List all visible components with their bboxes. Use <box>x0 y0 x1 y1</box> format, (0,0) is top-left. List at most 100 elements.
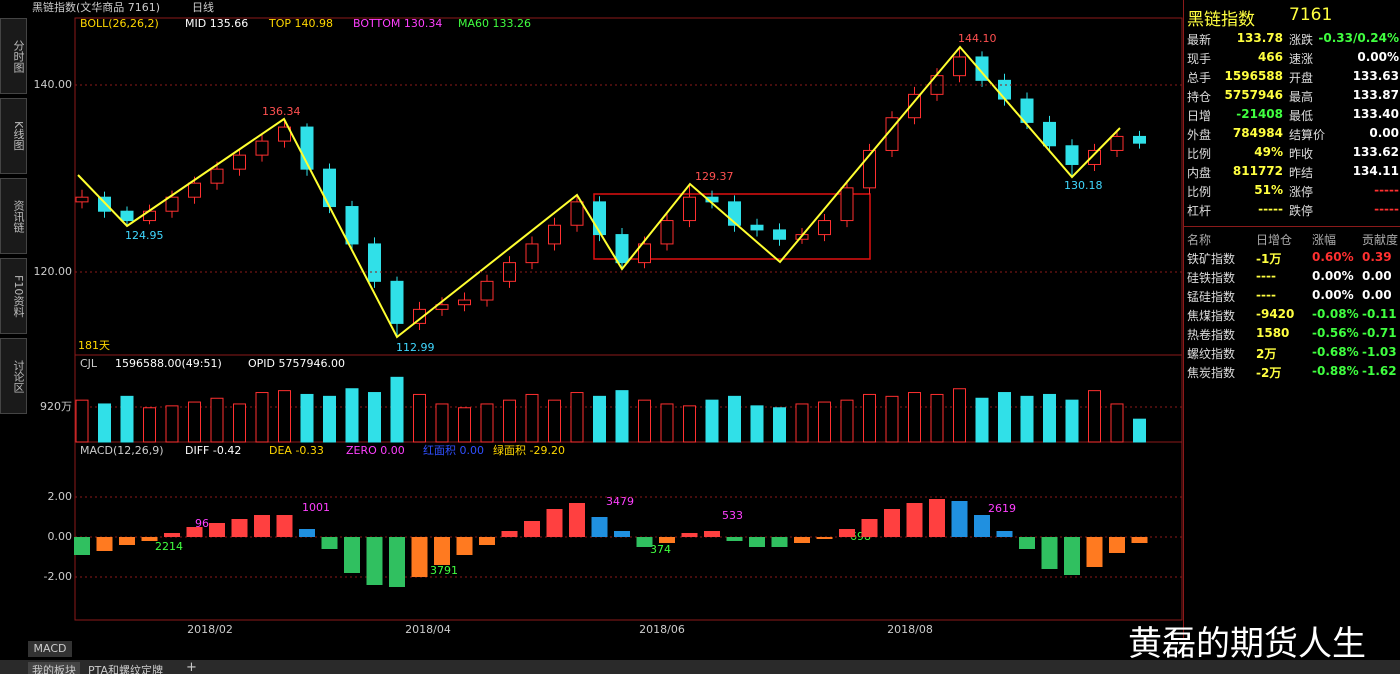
table-cell: 铁矿指数 <box>1187 252 1236 266</box>
candle-body <box>413 308 426 324</box>
annotation: 3791 <box>430 564 458 577</box>
candle-body <box>1088 149 1101 165</box>
volume-bar <box>953 388 966 443</box>
macd-bar <box>321 537 338 549</box>
quote-label: 最高 <box>1289 90 1314 104</box>
volume-bar <box>795 403 809 443</box>
watermark: 黄磊的期货人生 <box>1128 624 1366 664</box>
macd-bar <box>839 529 855 537</box>
tab[interactable]: PTA和螺纹定牌 <box>88 664 164 674</box>
legend-item: BOLL(26,26,2) <box>80 17 159 30</box>
macd-bar <box>614 531 630 537</box>
candle-body <box>120 210 134 222</box>
x-tick-label: 2018/02 <box>187 623 233 636</box>
quote-value: -0.33/0.24% <box>1318 31 1399 45</box>
macd-bar <box>569 503 585 537</box>
tab-bar <box>0 660 1400 674</box>
quote-value: 51% <box>1254 183 1283 197</box>
candle-body <box>458 299 471 306</box>
macd-bar <box>501 531 518 537</box>
table-cell: 0.60% <box>1312 250 1354 264</box>
table-cell: -0.71 <box>1362 326 1397 340</box>
macd-bar <box>659 537 675 543</box>
table-header: 贡献度 <box>1362 233 1399 247</box>
quote-label: 持仓 <box>1187 90 1212 104</box>
legend-item: DIFF -0.42 <box>185 444 241 457</box>
table-cell: 0.00% <box>1312 288 1354 302</box>
candle-body <box>255 140 269 156</box>
y-tick-label: 0.00 <box>48 530 73 543</box>
volume-bar <box>480 403 494 443</box>
macd-bar <box>479 537 495 545</box>
annotation: 96 <box>195 517 209 530</box>
macd-bar <box>456 537 473 555</box>
candle-body <box>165 196 179 212</box>
sidebar-tab: 分时图 <box>0 18 27 94</box>
quote-value: 134.11 <box>1352 164 1399 178</box>
quote-panel: 黑链指数 7161 最新 133.78 涨跌 -0.33/0.24% 现手 466 速涨 0.… <box>1183 0 1400 640</box>
y-tick-label: 2.00 <box>48 490 73 503</box>
table-cell: 0.00 <box>1362 288 1392 302</box>
volume-bar <box>210 397 224 443</box>
legend-item: DEA -0.33 <box>269 444 324 457</box>
macd-bar <box>704 531 720 537</box>
chart-area: 黑链指数(文华商品 7161) 日线 181天 124.95 136.34 11… <box>32 0 1183 636</box>
zigzag <box>77 45 1121 339</box>
volume-bar <box>863 393 876 443</box>
macd-bar <box>906 503 923 537</box>
volume-bar <box>435 403 449 443</box>
volume-bar <box>1133 418 1146 443</box>
table-cell: -1.03 <box>1362 345 1397 359</box>
candle-body <box>750 224 764 231</box>
y-tick-label: 120.00 <box>34 265 73 278</box>
volume-bar <box>143 407 156 443</box>
quote-value: 5757946 <box>1224 88 1283 102</box>
macd-bar <box>96 537 113 551</box>
table-cell: -0.08% <box>1312 307 1359 321</box>
annotation: 136.34 <box>262 105 301 118</box>
table-cell: 2万 <box>1256 347 1277 361</box>
annotation: 533 <box>722 509 743 522</box>
quote-label: 跌停 <box>1289 204 1314 218</box>
candle-body <box>1110 135 1124 151</box>
macd-bar <box>231 519 248 537</box>
y-tick-label: 140.00 <box>34 78 73 91</box>
macd-bar <box>636 537 653 547</box>
candle-body <box>683 196 696 222</box>
candle-body <box>1020 98 1034 123</box>
tab[interactable]: 我的板块 <box>28 662 80 674</box>
macd-bar <box>1086 537 1103 567</box>
volume-bar <box>1043 393 1056 443</box>
table-header: 日增仓 <box>1256 233 1293 247</box>
table-cell: -9420 <box>1256 307 1295 321</box>
volume-bar <box>188 401 201 443</box>
table-cell: -0.68% <box>1312 345 1359 359</box>
annotation: 1001 <box>302 501 330 514</box>
macd-bar <box>164 533 180 537</box>
candle-body <box>953 56 966 77</box>
candle-body <box>548 224 561 245</box>
volume-bar <box>975 397 989 443</box>
candle-body <box>345 206 359 245</box>
macd-bar <box>1064 537 1080 575</box>
macd-bar <box>591 517 608 537</box>
add-tab[interactable]: + <box>186 660 197 674</box>
quote-label: 涨跌 <box>1289 33 1314 47</box>
days-label: 181天 <box>78 339 110 352</box>
table-cell: 热卷指数 <box>1187 328 1236 342</box>
x-tick-label: 2018/06 <box>639 623 685 636</box>
annotation: 129.37 <box>695 170 734 183</box>
quote-value: 133.40 <box>1352 107 1399 121</box>
annotation: 124.95 <box>125 229 164 242</box>
legend-item: TOP 140.98 <box>268 17 333 30</box>
macd-bar <box>749 537 765 547</box>
legend-item: BOTTOM 130.34 <box>353 17 442 30</box>
macd-bar <box>929 499 945 537</box>
indicator-tab[interactable]: MACD <box>28 641 72 657</box>
macd-bar <box>1019 537 1035 549</box>
quote-label: 昨结 <box>1289 166 1314 180</box>
quote-value: 49% <box>1254 145 1283 159</box>
volume-bar <box>548 399 561 443</box>
volume-bar <box>1020 395 1034 443</box>
